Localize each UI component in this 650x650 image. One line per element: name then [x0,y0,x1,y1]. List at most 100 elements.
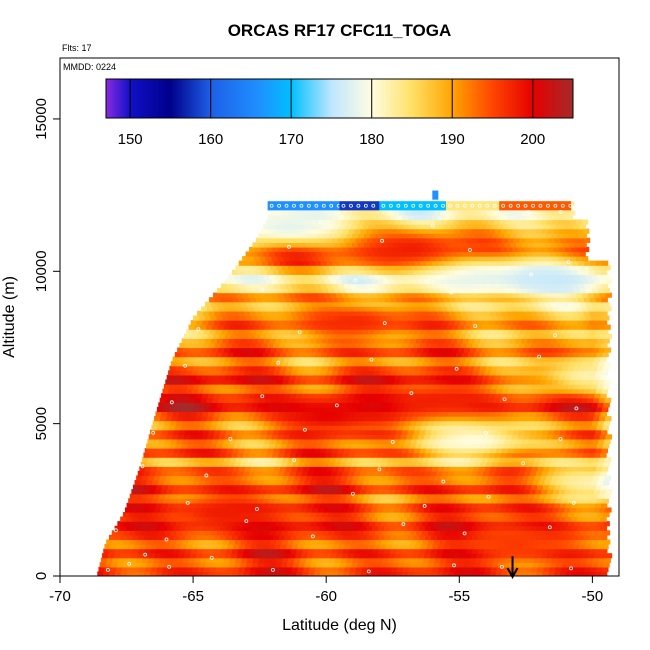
heatmap-cell [565,516,572,522]
heatmap-cell [319,320,327,326]
heatmap-cell [524,320,532,326]
heatmap-cell [419,571,426,576]
heatmap-cell [331,411,338,417]
heatmap-cell [503,384,510,390]
heatmap-cell [360,525,367,531]
heatmap-cell [441,374,449,381]
heatmap-cell [554,448,562,454]
heatmap-cell [575,507,583,513]
heatmap-cell [235,397,243,403]
heatmap-cell [213,292,220,298]
heatmap-cell [588,516,596,522]
heatmap-cell [308,548,315,554]
heatmap-cell [364,557,371,563]
heatmap-cell [329,457,336,463]
heatmap-cell [472,388,480,394]
heatmap-cell [402,388,410,394]
heatmap-cell [242,452,250,458]
heatmap-cell [427,288,435,294]
heatmap-cell [183,333,191,339]
heatmap-cell [186,352,194,358]
heatmap-cell [184,516,192,522]
heatmap-cell [176,539,183,545]
heatmap-cell [464,397,471,403]
heatmap-cell [576,452,584,458]
heatmap-cell [586,438,594,445]
heatmap-cell [369,539,377,545]
heatmap-cell [427,443,434,449]
heatmap-cell [542,548,549,554]
heatmap-cell [476,306,483,312]
heatmap-cell [261,502,268,509]
heatmap-cell [171,507,179,513]
heatmap-cell [303,388,310,394]
heatmap-cell [306,292,314,298]
heatmap-cell [571,393,578,399]
heatmap-cell [414,283,421,289]
heatmap-cell [426,544,433,550]
heatmap-cell [436,411,444,417]
heatmap-cell [495,571,502,576]
heatmap-cell [247,457,254,463]
heatmap-cell [263,562,271,568]
heatmap-cell [169,512,177,518]
heatmap-cell [519,429,526,435]
heatmap-cell [242,507,249,513]
heatmap-cell [568,521,575,527]
heatmap-cell [311,557,319,563]
heatmap-cell [424,374,431,381]
heatmap-cell [209,370,216,376]
heatmap-cell [443,310,450,317]
heatmap-cell [590,544,597,550]
heatmap-cell [574,539,582,545]
heatmap-cell [437,429,444,435]
heatmap-cell [342,333,349,339]
heatmap-cell [554,310,561,317]
heatmap-cell [587,507,595,513]
heatmap-cell [462,461,470,467]
heatmap-cell [593,397,600,403]
heatmap-cell [568,402,575,408]
heatmap-cell [569,397,577,403]
heatmap-cell [305,539,312,545]
heatmap-cell [519,388,527,394]
heatmap-cell [495,548,503,554]
heatmap-cell [577,525,584,531]
heatmap-cell [131,489,138,495]
heatmap-cell [225,470,233,477]
heatmap-cell [277,489,285,495]
heatmap-cell [489,411,496,417]
heatmap-cell [216,512,224,518]
heatmap-cell [273,448,281,454]
heatmap-cell [521,480,528,486]
heatmap-cell [134,480,141,486]
heatmap-cell [296,534,303,541]
heatmap-cell [418,489,425,495]
heatmap-cell [455,544,463,550]
heatmap-cell [467,406,474,413]
heatmap-cell [281,562,288,568]
heatmap-cell [363,420,371,426]
heatmap-cell [514,544,521,550]
heatmap-cell [313,374,320,381]
heatmap-cell [208,516,215,522]
heatmap-cell [456,512,464,518]
heatmap-cell [536,534,543,541]
heatmap-cell [211,493,219,499]
heatmap-cell [569,324,576,330]
heatmap-cell [404,420,411,426]
heatmap-cell [283,333,290,339]
heatmap-cell [536,429,544,435]
heatmap-cell [439,384,446,390]
heatmap-cell [197,370,204,376]
heatmap-cell [340,539,347,545]
heatmap-cell [413,429,421,435]
heatmap-cell [572,544,580,550]
heatmap-cell [425,534,432,541]
heatmap-cell [555,329,562,335]
heatmap-cell [514,498,522,504]
heatmap-cell [392,315,399,321]
heatmap-cell [230,489,238,495]
heatmap-cell [226,571,233,576]
heatmap-cell [559,411,567,417]
